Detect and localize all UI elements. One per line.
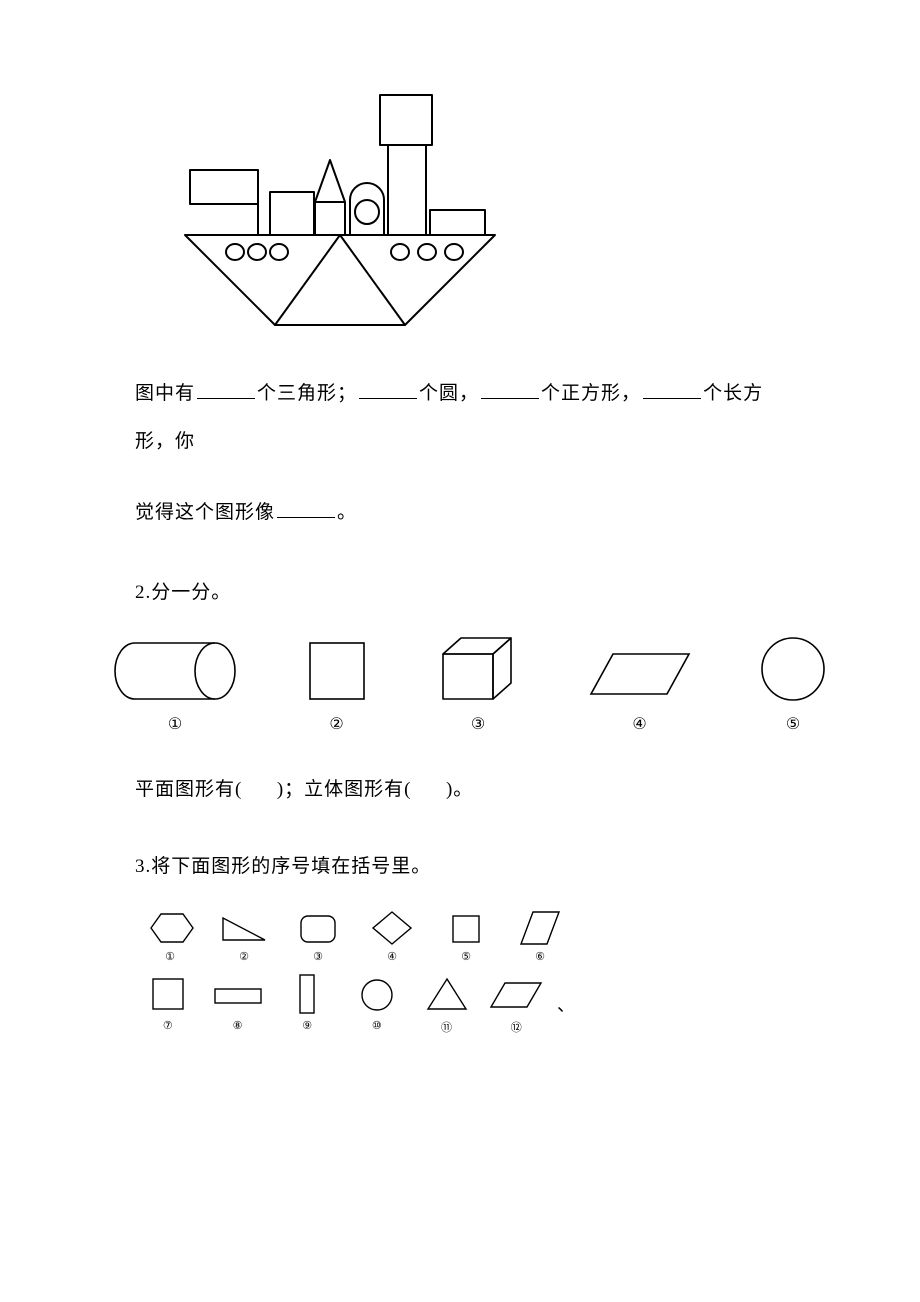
q3-heading: 3.将下面图形的序号填在括号里。 (135, 851, 785, 878)
q3-shape-wide-rect: ⑧ (205, 973, 271, 1035)
q1-line1: 图中有个三角形；个圆，个正方形，个长方形，你 (135, 370, 785, 465)
q3-shape-triangle: ⑪ (414, 973, 480, 1035)
ship-figure (155, 80, 785, 330)
q2-label-4: ④ (585, 714, 695, 734)
q1-line2b: 。 (337, 502, 357, 523)
q3-label-6: ⑥ (535, 950, 545, 963)
q1-line2a: 觉得这个图形像 (135, 502, 275, 523)
q2-label-row: ① ② ③ ④ ⑤ (110, 714, 830, 734)
q2-fill-a: 平面图形有( (135, 779, 242, 800)
q2-label-3: ③ (433, 714, 523, 734)
q2-fill-line: 平面图形有( )；立体图形有( )。 (135, 774, 785, 801)
q3-shape-slant-parallelogram: ⑥ (505, 908, 575, 963)
q3-shape-circle-2: ⑩ (344, 973, 410, 1035)
q3-label-12: ⑫ (511, 1019, 522, 1035)
q2-label-5: ⑤ (756, 714, 830, 734)
q3-shape-rounded-rect: ③ (283, 908, 353, 963)
q3-label-5: ⑤ (461, 950, 471, 963)
q3-shape-small-square: ⑤ (431, 908, 501, 963)
q3-label-1: ① (165, 950, 175, 963)
q3-row-2: ⑦ ⑧ ⑨ ⑩ ⑪ (135, 973, 575, 1035)
q3-shape-hexagon: ① (135, 908, 205, 963)
q3-row-1: ① ② ③ ④ ⑤ (135, 908, 575, 963)
blank-rects[interactable] (643, 380, 701, 399)
blank-triangles[interactable] (197, 380, 255, 399)
q3-shape-right-triangle: ② (209, 908, 279, 963)
q2-blank-solid[interactable] (411, 779, 446, 800)
q2-blank-flat[interactable] (242, 779, 277, 800)
q2-shape-cube (433, 634, 523, 704)
q1-prefix: 图中有 (135, 383, 195, 404)
q3-label-7: ⑦ (163, 1019, 173, 1032)
q2-shapes-row (110, 634, 830, 704)
q1-seg-circle: 个圆， (419, 383, 479, 404)
q3-tick: 、 (557, 991, 575, 1017)
q3-shape-diamond: ④ (357, 908, 427, 963)
blank-like[interactable] (277, 499, 335, 518)
q3-label-4: ④ (387, 950, 397, 963)
q2-shape-parallelogram (585, 644, 695, 704)
q3-shape-square-2: ⑦ (135, 973, 201, 1035)
q3-label-9: ⑨ (302, 1019, 312, 1032)
ship-svg (155, 80, 525, 330)
q2-heading: 2.分一分。 (135, 577, 785, 604)
q1-seg-square: 个正方形， (541, 383, 641, 404)
q3-label-11: ⑪ (441, 1019, 452, 1035)
q3-grid: ① ② ③ ④ ⑤ (135, 908, 575, 1035)
q2-shape-square (302, 638, 372, 704)
q2-shape-cylinder (110, 638, 240, 704)
q2-label-1: ① (110, 714, 240, 734)
q3-label-10: ⑩ (372, 1019, 382, 1032)
q3-label-3: ③ (313, 950, 323, 963)
q3-shape-parallelogram-2: ⑫ (483, 973, 549, 1035)
q1-line2: 觉得这个图形像 。 (135, 489, 785, 537)
q2-label-2: ② (302, 714, 372, 734)
q2-shape-circle (756, 634, 830, 704)
q3-label-2: ② (239, 950, 249, 963)
q3-shape-tall-rect: ⑨ (274, 973, 340, 1035)
q1-seg-triangle: 个三角形； (257, 383, 357, 404)
blank-squares[interactable] (481, 380, 539, 399)
q2-fill-b: )；立体图形有( (277, 779, 412, 800)
q2-fill-c: )。 (446, 779, 473, 800)
blank-circles[interactable] (359, 380, 417, 399)
q3-label-8: ⑧ (233, 1019, 243, 1032)
